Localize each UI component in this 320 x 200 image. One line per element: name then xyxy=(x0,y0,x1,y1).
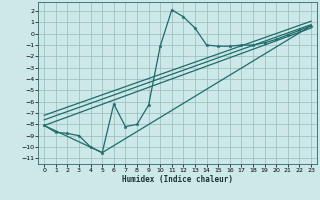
X-axis label: Humidex (Indice chaleur): Humidex (Indice chaleur) xyxy=(122,175,233,184)
